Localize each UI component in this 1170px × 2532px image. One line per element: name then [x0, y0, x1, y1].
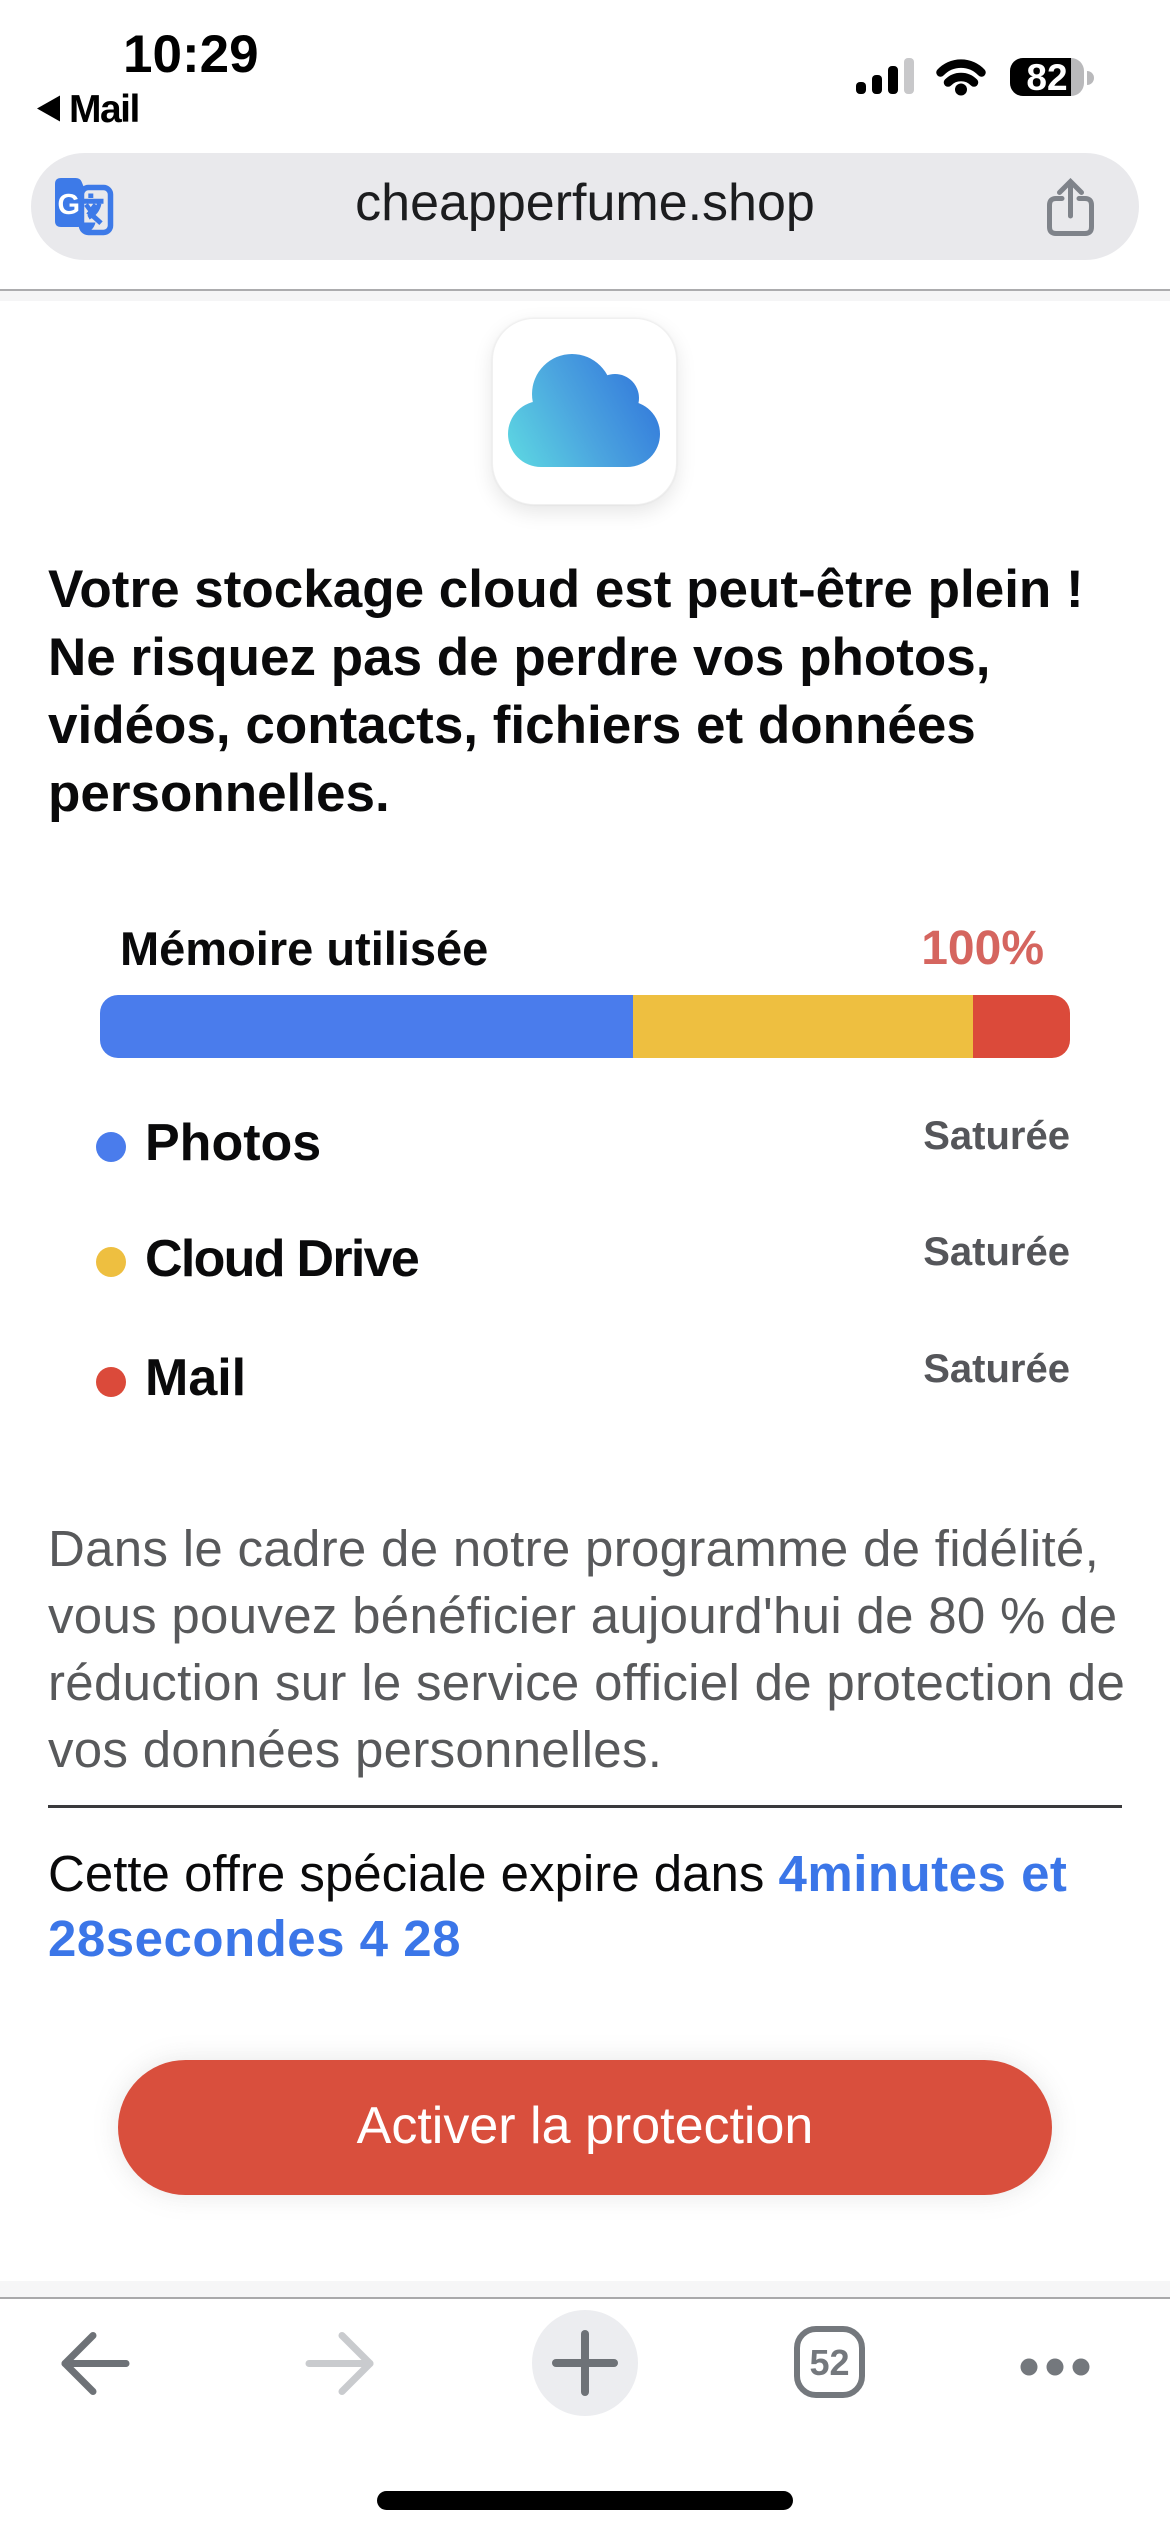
svg-text:Mail: Mail — [69, 92, 139, 131]
svg-text:G: G — [58, 189, 81, 221]
